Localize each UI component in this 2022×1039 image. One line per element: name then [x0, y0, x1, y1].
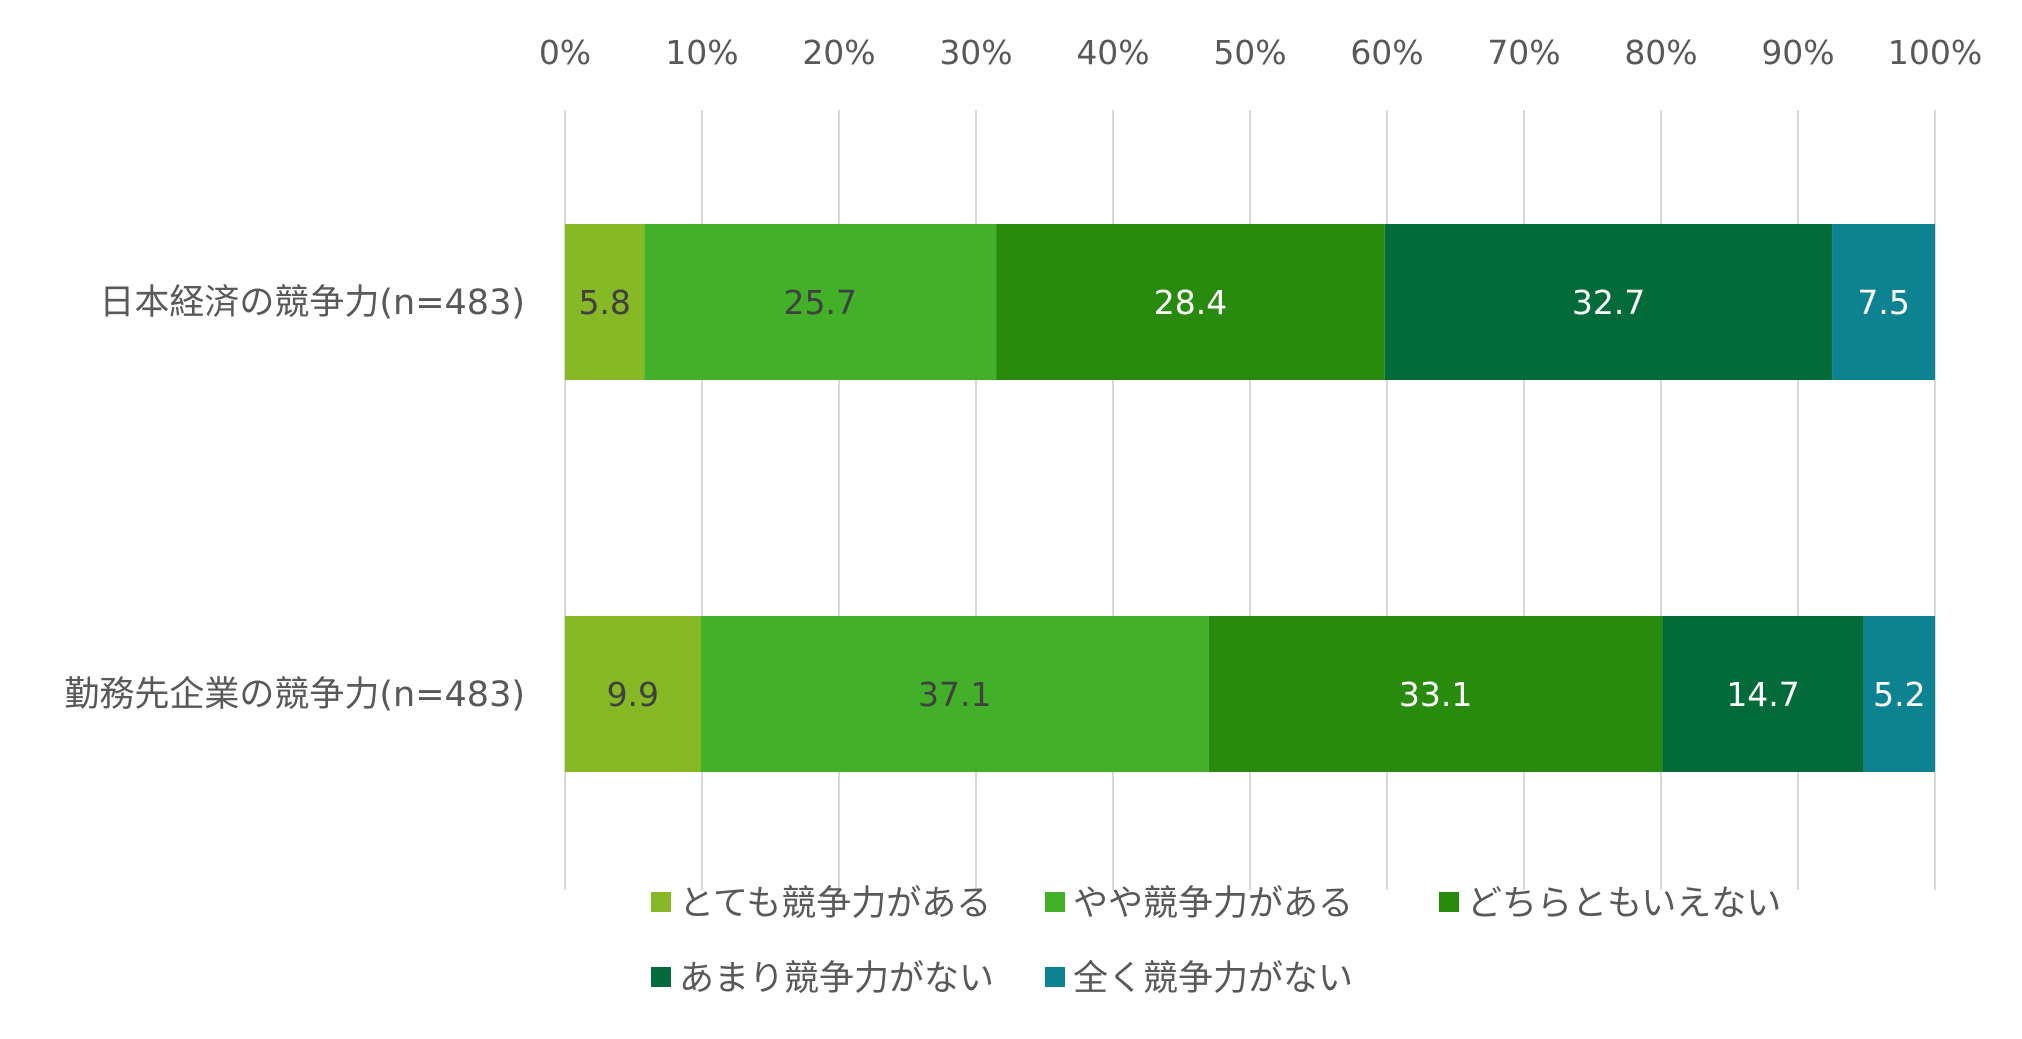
data-label: 7.5 [1857, 283, 1909, 322]
legend-swatch [651, 967, 671, 987]
data-label: 28.4 [1154, 283, 1227, 322]
x-tick-label: 0% [539, 33, 591, 72]
x-tick-label: 40% [1076, 33, 1149, 72]
legend-swatch [1439, 892, 1459, 912]
x-tick-label: 30% [939, 33, 1012, 72]
legend-label: やや競争力がある [1073, 884, 1353, 924]
x-tick-label: 90% [1761, 33, 1834, 72]
x-tick-label: 50% [1213, 33, 1286, 72]
x-tick-label: 60% [1350, 33, 1423, 72]
x-tick-label: 80% [1624, 33, 1697, 72]
category-label: 勤務先企業の競争力(n=483) [64, 675, 525, 715]
bar-segment [1662, 616, 1864, 772]
legend-label: どちらともいえない [1467, 884, 1781, 924]
bar-segment [565, 616, 701, 772]
x-tick-label: 10% [665, 33, 738, 72]
legend-label: 全く競争力がない [1073, 959, 1353, 999]
bar-segment [565, 224, 645, 380]
bar-segment [1208, 616, 1663, 772]
bar-segment [996, 224, 1385, 380]
legend-swatch [651, 892, 671, 912]
data-label: 33.1 [1399, 675, 1472, 714]
bar-segment [1384, 224, 1833, 380]
data-label: 5.2 [1873, 675, 1925, 714]
x-tick-label: 20% [802, 33, 875, 72]
data-label: 14.7 [1726, 675, 1799, 714]
category-label: 日本経済の競争力(n=483) [99, 283, 525, 323]
legend-swatch [1045, 892, 1065, 912]
data-label: 32.7 [1572, 283, 1645, 322]
data-label: 5.8 [578, 283, 630, 322]
legend-label: とても競争力がある [679, 884, 991, 924]
x-tick-label: 70% [1487, 33, 1560, 72]
data-label: 9.9 [607, 675, 659, 714]
bar-segment [1863, 616, 1935, 772]
legend-swatch [1045, 967, 1065, 987]
data-label: 37.1 [918, 675, 991, 714]
x-tick-label: 100% [1888, 33, 1982, 72]
bar-segment [1832, 224, 1935, 380]
data-label: 25.7 [784, 283, 857, 322]
legend-label: あまり競争力がない [679, 959, 994, 999]
bar-segment [700, 616, 1209, 772]
bar-segment [644, 224, 997, 380]
